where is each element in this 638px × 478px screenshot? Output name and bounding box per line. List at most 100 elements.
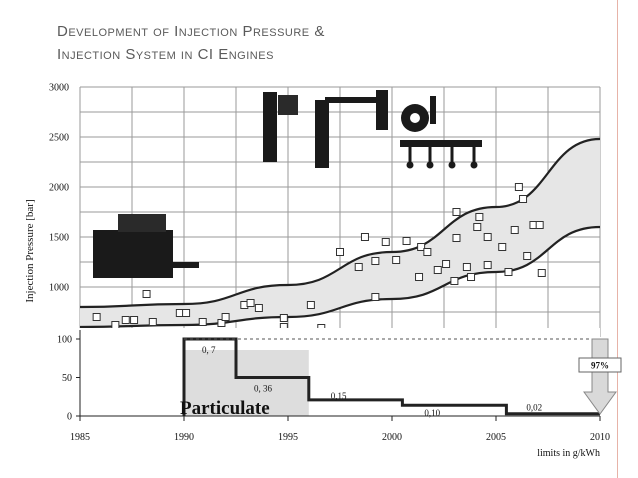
data-point [535,221,544,229]
x-tick-label: 1990 [174,432,194,443]
particulate-value-label: 0,02 [526,403,542,413]
data-point [198,318,207,326]
slide-title-line-1: Development of Injection Pressure & [57,23,325,40]
x-tick-label: 1995 [278,432,298,443]
data-point [336,248,344,256]
rail-connector-icon [430,96,436,124]
rail-injector-tip-icon [406,161,414,169]
data-point [423,248,432,256]
x-tick-label: 1985 [70,432,90,443]
slide-title: Development of Injection Pressure & Inje… [57,20,577,66]
slide-border [617,0,618,478]
particulate-panel [80,328,600,462]
unit-injector-icon [263,92,277,162]
data-point [217,319,226,327]
data-point [306,301,315,309]
rail-injector-tip-icon [470,161,478,169]
data-point [523,252,532,260]
slide-title-line-2: Injection System in CI Engines [57,46,274,63]
particulate-title: Particulate [180,398,270,419]
y-tick-label: 1000 [49,283,69,294]
pressure-band [80,139,600,327]
data-point [246,299,255,307]
data-point [467,273,476,281]
data-point [498,243,507,251]
data-point [462,263,471,271]
y-axis-label: Injection Pressure [bar] [24,199,36,302]
data-point [111,321,120,329]
upper-chart: 30002500200015001000500Injection Pressur… [24,83,601,344]
y-tick-label: 3000 [49,83,69,94]
data-point [452,208,461,216]
data-point [182,309,191,317]
data-point [142,290,151,298]
data-point [483,233,492,241]
pump-nozzle-icon [315,100,329,168]
rail-injector-icon [408,147,412,163]
x-axis-label: limits in g/kWh [537,448,600,459]
data-point [392,256,401,264]
data-point [371,257,380,265]
data-point [92,313,101,321]
rail-injector-tip-icon [426,161,434,169]
rail-injector-tip-icon [448,161,456,169]
data-point [450,277,459,285]
common-rail-icon [400,140,482,147]
rail-injector-icon [472,147,476,163]
particulate-y-tick-label: 0 [67,412,72,423]
rail-injector-icon [450,147,454,163]
data-point [371,293,380,301]
y-tick-label: 1500 [49,233,69,244]
data-point [433,266,442,274]
data-point [279,314,288,322]
y-tick-label: 2500 [49,133,69,144]
particulate-value-label: 0,10 [424,408,440,418]
particulate-area [184,350,309,416]
data-point [417,243,426,251]
reduction-badge [578,357,622,373]
pump-nozzle-body-icon [376,90,388,130]
data-point [473,223,482,231]
data-point [452,234,461,242]
inline-pump-top-icon [118,214,166,232]
rail-injector-icon [428,147,432,163]
data-point [148,318,157,326]
inline-pump-icon [93,230,173,278]
pump-nozzle-line-icon [325,97,380,103]
data-point [221,313,230,321]
particulate-value-label: 0, 36 [254,384,273,394]
data-point [510,226,519,234]
data-point [442,260,451,268]
x-tick-label: 2005 [486,432,506,443]
y-tick-label: 2000 [49,183,69,194]
high-pressure-pump-hub-icon [410,113,420,123]
particulate-value-label: 0,15 [331,391,347,401]
data-point [360,233,369,241]
data-point [121,316,130,324]
particulate-limit-line [182,337,600,416]
data-point [537,269,546,277]
data-point [130,316,139,324]
data-point [519,195,528,203]
data-point [402,237,411,245]
data-point [354,263,363,271]
data-point [415,273,424,281]
lower-chart: 100 50 0 0, 7 0, 36 0,15 0,10 0,02 Particulate 97… [46,328,622,462]
band-lower-edge [79,225,601,329]
data-point [514,183,523,191]
data-point [381,238,390,246]
particulate-y-tick-label: 100 [57,335,72,346]
data-point [504,268,513,276]
inline-pump-shaft-icon [173,262,199,268]
unit-injector-head-icon [278,95,298,115]
data-point [254,304,263,312]
particulate-y-tick-label: 50 [62,373,72,384]
x-tick-label: 2010 [590,432,610,443]
particulate-panel-axis-area [46,328,80,438]
injection-system-illustrations [93,90,482,278]
x-tick-label: 2000 [382,432,402,443]
reduction-label: 97% [591,361,609,371]
particulate-value-label: 0, 7 [202,345,216,355]
data-point [483,261,492,269]
